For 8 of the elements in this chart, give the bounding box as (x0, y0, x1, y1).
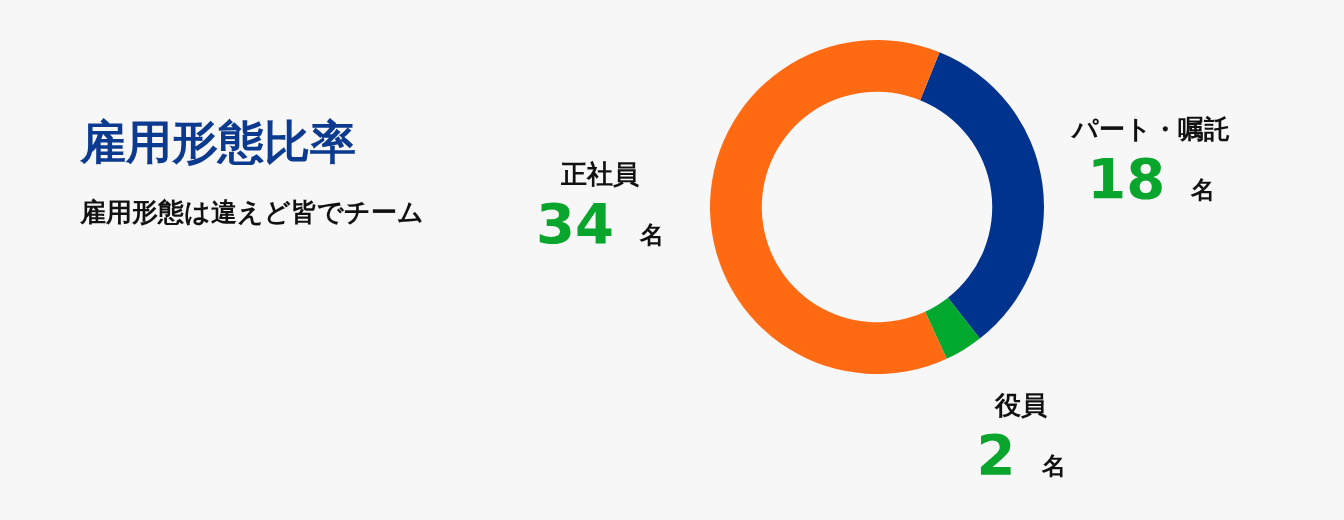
slice-label: 正社員 (560, 159, 640, 190)
data-label: 2 名 (976, 421, 1066, 487)
text: 雇用形態は違えど皆でチーム (80, 196, 424, 229)
data-label: 18 名 (1087, 146, 1216, 212)
text: 雇用形態比率 (80, 114, 356, 171)
slice-label: 役員 (994, 389, 1048, 420)
slice-label: パート・嘱託 (1070, 114, 1231, 145)
data-label: 34 名 (535, 191, 665, 257)
